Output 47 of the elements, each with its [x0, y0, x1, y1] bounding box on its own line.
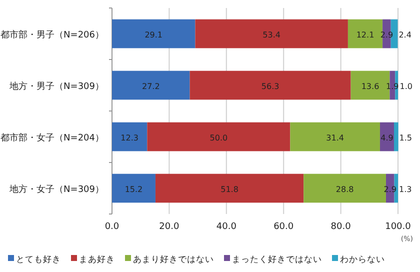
legend-label: あまり好きではない: [133, 254, 214, 265]
bar: [112, 70, 190, 100]
bar: [155, 174, 304, 203]
x-tick-label: 100.0: [385, 222, 412, 232]
bar: [304, 174, 386, 203]
bar: [195, 19, 348, 48]
text: 13.6: [361, 82, 380, 91]
x-tick-label: 60.0: [274, 222, 294, 232]
x-tick-label: 0.0: [104, 222, 120, 232]
text: 50.0: [210, 133, 228, 142]
y-tick-label: 地方・男子（N=309）: [8, 80, 104, 92]
text: 1.0: [400, 82, 413, 91]
text: 1.5: [399, 133, 412, 142]
bar: [394, 122, 398, 152]
text: 56.3: [261, 82, 280, 91]
legend-label: とても好き: [16, 254, 61, 265]
text: 31.4: [326, 133, 344, 142]
y-tick-label: 都市部・男子（N=206）: [0, 29, 104, 40]
text: 1.3: [399, 184, 412, 194]
bar: [112, 19, 196, 48]
legend-label: まあ好き: [79, 254, 115, 265]
bar: [190, 70, 351, 100]
text: 51.8: [220, 184, 238, 194]
text: 4.9: [380, 133, 394, 142]
text: 28.8: [336, 184, 354, 194]
bar: [147, 122, 290, 152]
legend-label: わからない: [340, 255, 385, 265]
text: 1.9: [386, 82, 399, 91]
text: 29.1: [144, 30, 163, 40]
y-tick-label: 都市部・女子（N=204）: [0, 132, 104, 144]
bar: [112, 174, 156, 203]
text: 53.4: [262, 30, 280, 40]
bar: [290, 122, 380, 152]
bar: [390, 19, 398, 48]
y-tick-label: 地方・女子（N=309）: [8, 184, 104, 195]
x-tick-label: 40.0: [216, 222, 237, 232]
text: 12.3: [120, 133, 138, 142]
text: 12.1: [356, 30, 374, 40]
text: 27.2: [142, 82, 160, 91]
x-tick-label: 80.0: [330, 222, 352, 232]
text: 2.4: [398, 30, 412, 40]
x-tick-label: 20.0: [159, 222, 180, 232]
bar: [380, 122, 394, 152]
text: 15.2: [124, 184, 143, 194]
legend-label: まったく好きではない: [232, 254, 322, 265]
bar: [112, 122, 148, 152]
bar: [348, 19, 383, 48]
